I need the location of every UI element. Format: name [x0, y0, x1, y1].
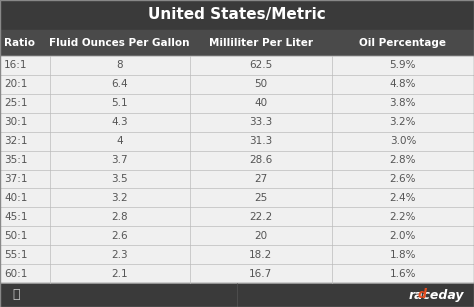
- Text: 25:1: 25:1: [4, 98, 27, 108]
- Text: 28.6: 28.6: [249, 155, 273, 165]
- Bar: [0, 188, 474, 207]
- Text: 2.2%: 2.2%: [390, 212, 416, 222]
- Bar: [0, 283, 474, 307]
- Text: 5.1: 5.1: [111, 98, 128, 108]
- Text: 55:1: 55:1: [4, 250, 27, 260]
- Bar: [0, 30, 474, 56]
- Text: 40:1: 40:1: [4, 193, 27, 203]
- Text: 🖨: 🖨: [12, 289, 20, 301]
- Text: raceday: raceday: [409, 289, 464, 301]
- Text: 2.6%: 2.6%: [390, 174, 416, 184]
- Bar: [0, 94, 474, 113]
- Bar: [0, 169, 474, 188]
- Text: 4.8%: 4.8%: [390, 80, 416, 89]
- Text: 22.2: 22.2: [249, 212, 273, 222]
- Text: 37:1: 37:1: [4, 174, 27, 184]
- Text: 3.7: 3.7: [111, 155, 128, 165]
- Text: 18.2: 18.2: [249, 250, 273, 260]
- Text: 40: 40: [254, 98, 267, 108]
- Text: Fluid Ounces Per Gallon: Fluid Ounces Per Gallon: [49, 38, 190, 48]
- Text: 1.8%: 1.8%: [390, 250, 416, 260]
- Text: 3.0%: 3.0%: [390, 136, 416, 146]
- Bar: [0, 75, 474, 94]
- Text: d: d: [418, 289, 427, 301]
- Text: 5.9%: 5.9%: [390, 60, 416, 71]
- Bar: [0, 264, 474, 283]
- Text: 3.8%: 3.8%: [390, 98, 416, 108]
- Text: 2.1: 2.1: [111, 269, 128, 278]
- Text: Milliliter Per Liter: Milliliter Per Liter: [209, 38, 313, 48]
- Bar: [0, 150, 474, 169]
- Text: 45:1: 45:1: [4, 212, 27, 222]
- Bar: [0, 245, 474, 264]
- Text: 3.2: 3.2: [111, 193, 128, 203]
- Text: 27: 27: [254, 174, 267, 184]
- Text: Oil Percentage: Oil Percentage: [359, 38, 447, 48]
- Text: 2.0%: 2.0%: [390, 231, 416, 241]
- Text: 4.3: 4.3: [111, 117, 128, 127]
- Bar: [0, 226, 474, 245]
- Text: 50: 50: [254, 80, 267, 89]
- Text: 1.6%: 1.6%: [390, 269, 416, 278]
- Text: 62.5: 62.5: [249, 60, 273, 71]
- Bar: [0, 132, 474, 150]
- Text: 30:1: 30:1: [4, 117, 27, 127]
- Text: 4: 4: [117, 136, 123, 146]
- Text: 20:1: 20:1: [4, 80, 27, 89]
- Text: Ratio: Ratio: [4, 38, 35, 48]
- Bar: [0, 113, 474, 132]
- Text: 32:1: 32:1: [4, 136, 27, 146]
- Text: 33.3: 33.3: [249, 117, 273, 127]
- Text: 20: 20: [254, 231, 267, 241]
- Text: 2.8%: 2.8%: [390, 155, 416, 165]
- Text: 2.6: 2.6: [111, 231, 128, 241]
- Bar: [0, 207, 474, 226]
- Text: 16:1: 16:1: [4, 60, 27, 71]
- Text: 2.4%: 2.4%: [390, 193, 416, 203]
- Text: 3.5: 3.5: [111, 174, 128, 184]
- Text: 50:1: 50:1: [4, 231, 27, 241]
- Text: 3.2%: 3.2%: [390, 117, 416, 127]
- Text: 6.4: 6.4: [111, 80, 128, 89]
- Text: United States/Metric: United States/Metric: [148, 7, 326, 22]
- Bar: [0, 56, 474, 75]
- Text: 31.3: 31.3: [249, 136, 273, 146]
- Text: 60:1: 60:1: [4, 269, 27, 278]
- Text: 2.3: 2.3: [111, 250, 128, 260]
- Text: 16.7: 16.7: [249, 269, 273, 278]
- Text: 35:1: 35:1: [4, 155, 27, 165]
- Text: 25: 25: [254, 193, 267, 203]
- Text: 2.8: 2.8: [111, 212, 128, 222]
- Text: 8: 8: [117, 60, 123, 71]
- Bar: [0, 0, 474, 30]
